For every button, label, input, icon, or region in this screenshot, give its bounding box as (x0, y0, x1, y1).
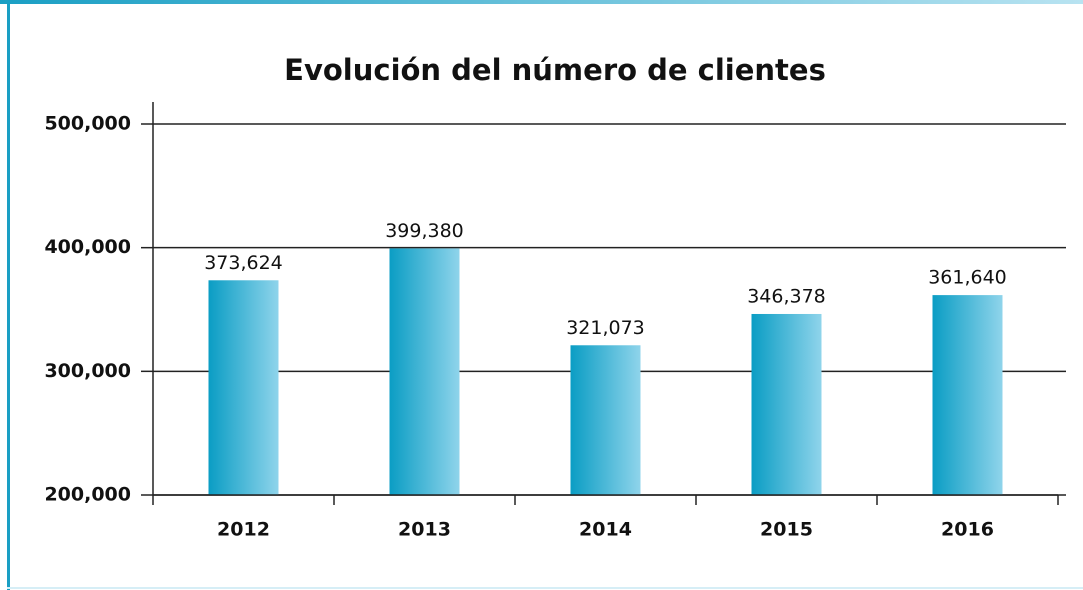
x-tick-label: 2013 (398, 519, 451, 541)
bar (570, 345, 641, 495)
chart-title: Evolución del número de clientes (284, 53, 826, 87)
frame-top (0, 0, 1083, 4)
x-tick-label: 2016 (941, 519, 994, 541)
value-label: 321,073 (566, 317, 645, 339)
value-label: 373,624 (204, 252, 283, 274)
value-label: 361,640 (928, 267, 1007, 289)
bar (389, 248, 460, 495)
y-tick-label: 200,000 (44, 484, 131, 506)
y-tick-label: 500,000 (44, 113, 131, 135)
x-tick-label: 2012 (217, 519, 270, 541)
y-tick-label: 300,000 (44, 360, 131, 382)
bar (751, 313, 822, 495)
x-tick-label: 2015 (760, 519, 813, 541)
value-label: 399,380 (385, 220, 464, 242)
y-tick-label: 400,000 (44, 236, 131, 258)
value-label: 346,378 (747, 285, 826, 307)
bar (208, 280, 279, 495)
bar (932, 295, 1003, 495)
frame-left (7, 0, 10, 590)
x-tick-label: 2014 (579, 519, 632, 541)
frame-bottom (7, 587, 1083, 589)
